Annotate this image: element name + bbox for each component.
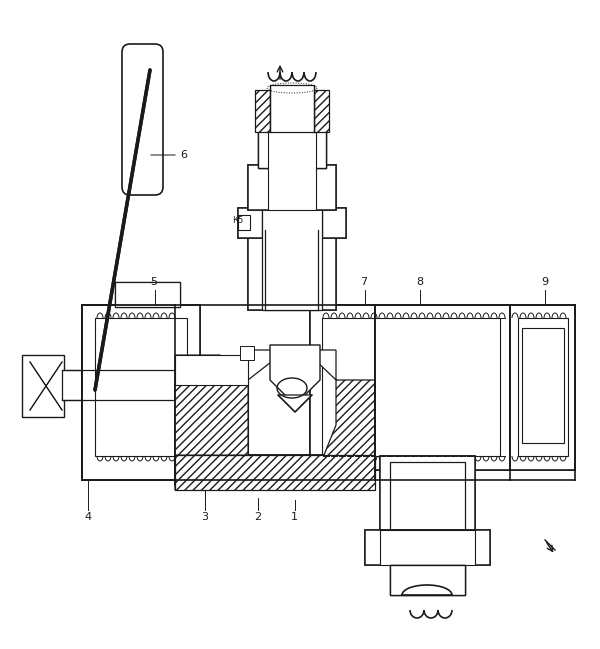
Bar [258, 130, 326, 168]
Text: 3: 3 [201, 512, 208, 522]
Bar [380, 456, 475, 531]
Polygon shape [270, 345, 320, 405]
Text: К5: К5 [232, 216, 243, 225]
Polygon shape [175, 455, 375, 490]
Polygon shape [270, 85, 314, 132]
Bar [365, 530, 490, 565]
Polygon shape [380, 530, 475, 565]
Bar [238, 208, 346, 238]
Polygon shape [62, 370, 175, 400]
Bar [518, 318, 568, 456]
Bar [322, 318, 500, 456]
Polygon shape [175, 380, 248, 455]
Polygon shape [265, 230, 318, 310]
Polygon shape [262, 208, 322, 238]
Bar [390, 565, 465, 595]
Text: 5: 5 [150, 277, 157, 287]
Polygon shape [390, 462, 465, 530]
Bar [30, 382, 62, 396]
Bar [30, 362, 62, 376]
Bar [115, 282, 180, 307]
Polygon shape [248, 350, 336, 380]
Bar [240, 346, 254, 360]
Polygon shape [262, 130, 322, 310]
Bar [510, 305, 575, 470]
Bar [310, 305, 510, 470]
Bar [314, 90, 329, 132]
FancyBboxPatch shape [122, 44, 163, 195]
Text: 1: 1 [291, 512, 298, 522]
Bar [258, 130, 326, 168]
Polygon shape [175, 380, 248, 490]
Bar [310, 305, 510, 470]
Bar [255, 90, 270, 132]
Bar [248, 165, 336, 210]
Polygon shape [268, 130, 316, 210]
Bar [175, 455, 375, 485]
Bar [380, 456, 475, 531]
Text: 9: 9 [541, 277, 548, 287]
Bar [365, 530, 490, 565]
Bar [510, 305, 575, 470]
Bar [30, 362, 62, 410]
Text: 6: 6 [180, 150, 187, 160]
Polygon shape [175, 355, 248, 455]
Bar [248, 165, 336, 210]
Polygon shape [310, 380, 375, 490]
Bar [238, 208, 346, 238]
Bar [238, 215, 250, 230]
Bar [82, 305, 200, 480]
Bar [115, 282, 180, 307]
Bar [82, 305, 200, 480]
Text: 8: 8 [416, 277, 423, 287]
Bar [175, 455, 375, 485]
Text: 7: 7 [360, 277, 367, 287]
Bar [522, 328, 564, 443]
Bar [390, 565, 465, 595]
Bar [248, 230, 336, 310]
Polygon shape [278, 395, 312, 412]
Bar [248, 230, 336, 310]
Text: 4: 4 [84, 512, 91, 522]
Bar [22, 355, 64, 417]
Polygon shape [175, 355, 248, 385]
Text: 2: 2 [254, 512, 261, 522]
Bar [95, 318, 187, 456]
